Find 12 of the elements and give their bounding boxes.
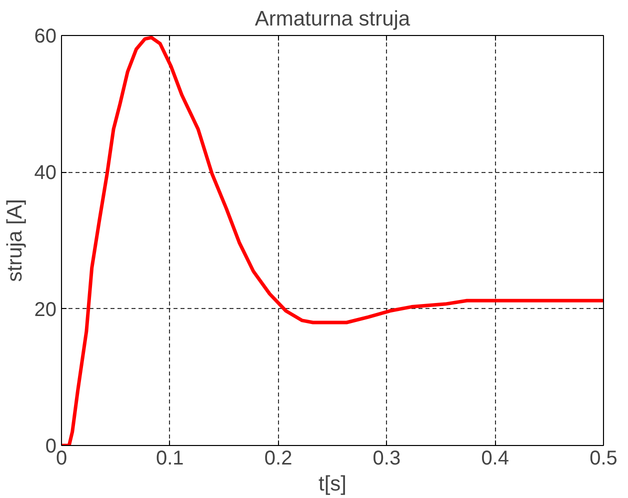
y-axis-title: struja [A] <box>3 199 26 282</box>
y-tick-label: 40 <box>34 162 57 184</box>
line-series <box>62 36 604 446</box>
x-tick-label: 0.2 <box>264 448 292 470</box>
x-axis-title: t[s] <box>318 472 347 496</box>
y-tick-label: 60 <box>34 26 57 48</box>
x-tick-label: 0.5 <box>590 448 618 470</box>
x-tick-label: 0.4 <box>481 448 510 470</box>
x-tick-label: 0.1 <box>156 448 184 470</box>
x-tick-label: 0.3 <box>372 448 401 470</box>
chart-title: Armaturna struja <box>254 8 410 30</box>
y-tick-label: 20 <box>34 298 57 321</box>
